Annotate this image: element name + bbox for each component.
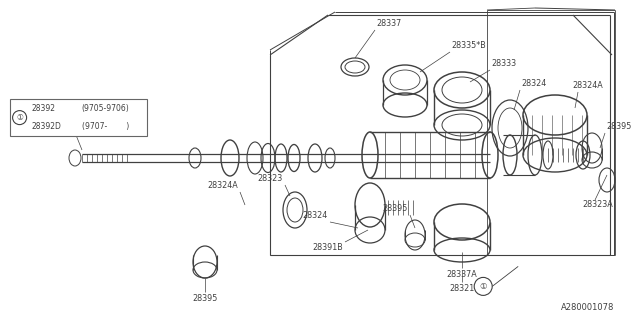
- Text: 28335*B: 28335*B: [33, 109, 68, 118]
- Text: ①: ①: [16, 113, 23, 122]
- Text: 28392: 28392: [31, 104, 56, 113]
- Text: 28335*B: 28335*B: [451, 41, 486, 50]
- Text: 28324A: 28324A: [572, 81, 603, 90]
- Text: (9707-        ): (9707- ): [82, 122, 129, 131]
- Text: 28337: 28337: [376, 19, 401, 28]
- Text: ①: ①: [479, 282, 487, 291]
- Text: 28395: 28395: [192, 294, 218, 303]
- Text: 28395: 28395: [383, 204, 408, 213]
- Text: 28324A: 28324A: [207, 181, 238, 190]
- Text: 28395: 28395: [606, 122, 632, 131]
- Text: 28333: 28333: [491, 59, 516, 68]
- Text: 28324: 28324: [521, 79, 547, 88]
- Bar: [10, 99, 147, 136]
- Text: 28323A: 28323A: [582, 200, 612, 209]
- Text: 28323: 28323: [258, 174, 283, 183]
- Text: 28324: 28324: [303, 211, 328, 220]
- Text: 28392D: 28392D: [31, 122, 61, 131]
- Text: 28337A: 28337A: [447, 270, 477, 279]
- Text: 28391B: 28391B: [312, 243, 343, 252]
- Text: 28321: 28321: [449, 284, 475, 293]
- Text: (9705-9706): (9705-9706): [82, 104, 129, 113]
- Text: A280001078: A280001078: [561, 303, 614, 312]
